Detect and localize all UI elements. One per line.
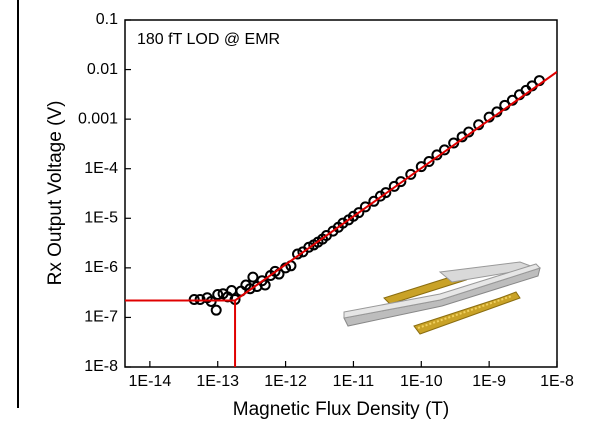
data-point xyxy=(337,217,349,229)
data-point xyxy=(380,187,392,199)
fit-line xyxy=(234,71,557,302)
data-point xyxy=(405,168,417,180)
data-point xyxy=(368,195,380,207)
y-tick-label: 0.01 xyxy=(87,61,118,78)
y-tick-label: 1E-7 xyxy=(84,309,118,326)
device-inset xyxy=(343,261,541,335)
y-tick-label: 1E-4 xyxy=(84,160,118,177)
data-point xyxy=(247,271,259,283)
x-tick-label: 1E-12 xyxy=(264,373,307,390)
data-point xyxy=(415,161,427,173)
y-tick-label: 0.001 xyxy=(78,110,118,127)
y-tick-label: 0.1 xyxy=(96,11,118,28)
data-point xyxy=(359,201,371,213)
y-tick-label: 1E-5 xyxy=(84,210,118,227)
data-point xyxy=(353,207,365,219)
y-axis-title: Rx Output Voltage (V) xyxy=(45,101,66,286)
x-axis-title: Magnetic Flux Density (T) xyxy=(233,399,449,420)
data-point xyxy=(423,155,435,167)
data-point xyxy=(205,295,217,307)
annotation: 180 fT LOD @ EMR xyxy=(137,31,280,48)
x-tick-label: 1E-13 xyxy=(196,373,239,390)
data-point xyxy=(439,144,451,156)
data-point xyxy=(210,304,222,316)
x-tick-label: 1E-8 xyxy=(540,373,574,390)
data-point xyxy=(259,279,271,291)
x-tick-label: 1E-10 xyxy=(400,373,443,390)
x-tick-label: 1E-14 xyxy=(129,373,172,390)
data-point xyxy=(212,289,224,301)
data-point xyxy=(244,283,256,295)
y-tick-label: 1E-8 xyxy=(84,358,118,375)
x-tick-label: 1E-9 xyxy=(472,373,506,390)
plot-frame xyxy=(124,19,558,368)
x-tick-label: 1E-11 xyxy=(333,373,375,390)
points xyxy=(188,75,545,316)
data-point xyxy=(395,176,407,188)
y-tick-label: 1E-6 xyxy=(84,259,118,276)
